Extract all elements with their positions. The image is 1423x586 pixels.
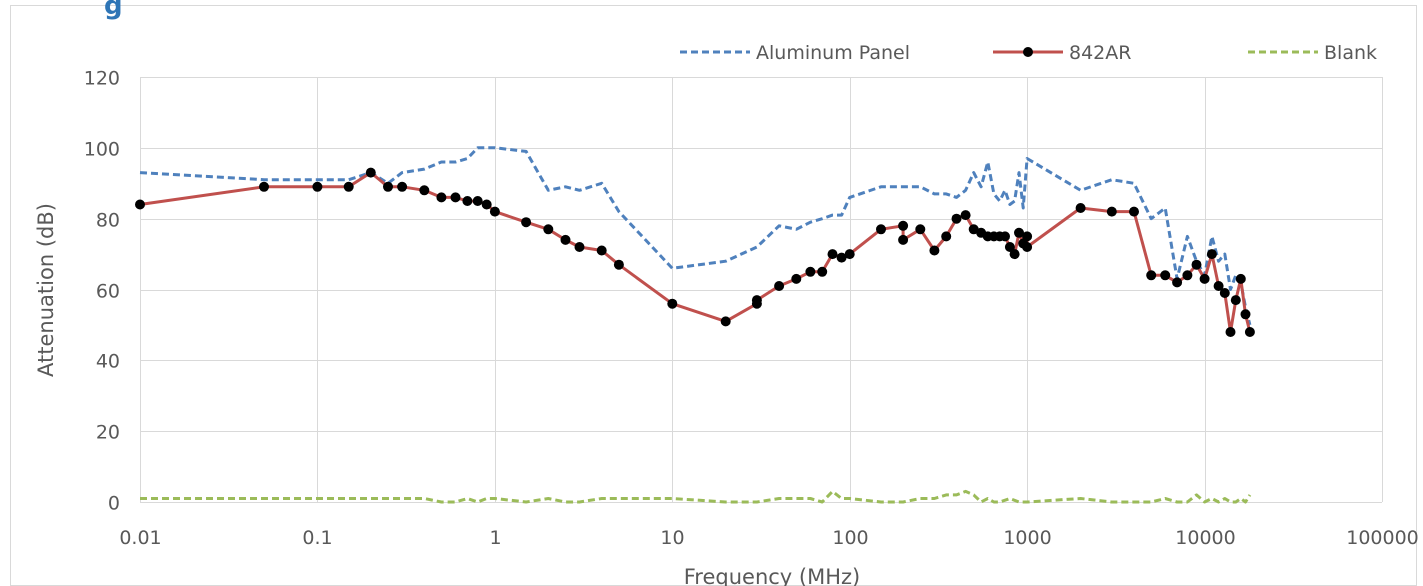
y-axis-title: Attenuation (dB) — [34, 203, 58, 377]
data-point-842ar — [1206, 249, 1217, 260]
data-point-842ar — [751, 295, 762, 306]
data-point-842ar — [574, 242, 585, 252]
data-point-842ar — [1199, 273, 1210, 284]
gridlines — [140, 77, 1383, 503]
data-point-842ar — [259, 181, 269, 192]
data-point-842ar — [1235, 273, 1246, 284]
data-point-842ar — [968, 224, 979, 235]
data-point-842ar — [774, 281, 785, 291]
y-tick-labels: 0 20 40 60 80 100 120 — [84, 68, 120, 515]
data-point-842ar — [436, 192, 447, 203]
data-point-842ar — [343, 181, 354, 192]
series-lines — [139, 146, 1252, 504]
data-point-842ar — [521, 217, 532, 228]
data-point-842ar — [419, 185, 430, 196]
data-point-842ar — [960, 210, 971, 221]
data-point-842ar — [135, 199, 145, 210]
data-point-842ar — [1129, 206, 1139, 217]
y-tick-label: 120 — [84, 68, 120, 90]
data-point-842ar — [1240, 309, 1251, 320]
data-point-842ar — [827, 249, 838, 260]
data-point-842ar — [1106, 206, 1117, 217]
data-point-842ar — [667, 298, 678, 309]
data-point-842ar — [596, 245, 607, 256]
data-point-842ar — [1146, 270, 1157, 281]
legend-label-blank: Blank — [1324, 42, 1377, 64]
x-axis-title: Frequency (MHz) — [684, 565, 860, 586]
data-point-842ar — [844, 249, 855, 260]
series-line-aluminum-panel — [139, 146, 1252, 326]
data-point-842ar — [1022, 242, 1033, 252]
data-point-842ar — [1230, 295, 1241, 306]
legend-label-aluminum-panel: Aluminum Panel — [756, 42, 910, 64]
data-point-842ar — [472, 196, 483, 206]
series-line-842ar — [139, 171, 1252, 334]
data-point-842ar — [951, 213, 962, 224]
y-tick-label: 40 — [96, 351, 120, 373]
x-tick-label: 10000 — [1175, 527, 1235, 549]
data-point-842ar — [1219, 288, 1230, 298]
y-tick-label: 60 — [96, 281, 120, 303]
data-point-842ar — [1191, 259, 1202, 270]
data-point-842ar — [876, 224, 886, 235]
data-point-842ar — [1075, 203, 1086, 213]
data-point-842ar — [489, 206, 500, 217]
y-tick-label: 20 — [96, 422, 120, 444]
x-tick-label: 10 — [660, 527, 684, 549]
x-tick-label: 100 — [832, 527, 868, 549]
data-point-842ar — [791, 273, 802, 284]
data-point-842ar — [1004, 242, 1015, 252]
data-point-842ar — [383, 181, 393, 192]
data-point-842ar — [397, 181, 408, 192]
y-tick-label: 0 — [108, 493, 120, 515]
x-tick-label: 100000 — [1346, 527, 1419, 549]
data-point-842ar — [312, 181, 323, 192]
legend-marker-842ar — [1023, 47, 1033, 57]
data-point-842ar — [898, 234, 909, 245]
data-point-842ar — [898, 220, 909, 231]
data-point-842ar — [1244, 327, 1255, 337]
data-point-842ar — [543, 224, 554, 235]
series-line-blank — [140, 489, 1252, 504]
x-tick-labels: 0.01 0.1 1 10 100 1000 10000 100000 — [119, 527, 1418, 549]
data-point-842ar — [481, 199, 492, 210]
x-tick-label: 0.01 — [119, 527, 161, 549]
data-point-842ar — [613, 259, 624, 270]
chart-title-fragment: g — [104, 0, 123, 21]
data-point-842ar — [365, 167, 376, 178]
data-point-842ar — [1182, 270, 1193, 281]
data-point-842ar — [1014, 227, 1024, 238]
data-point-842ar — [836, 252, 847, 263]
x-tick-label: 1 — [489, 527, 501, 549]
data-point-842ar — [560, 234, 571, 245]
y-tick-label: 100 — [84, 139, 120, 161]
data-point-842ar — [1009, 249, 1020, 260]
data-point-842ar — [915, 224, 926, 235]
legend: Aluminum Panel 842AR Blank — [680, 42, 1377, 64]
data-point-842ar — [1225, 327, 1236, 337]
data-point-842ar — [1160, 270, 1171, 281]
data-point-842ar — [1213, 281, 1224, 291]
data-point-842ar — [720, 316, 731, 327]
data-point-842ar — [1022, 231, 1033, 242]
data-point-842ar — [941, 231, 952, 242]
data-point-842ar — [1000, 231, 1010, 242]
data-point-842ar — [1172, 277, 1183, 288]
series-markers — [135, 167, 1255, 337]
data-point-842ar — [805, 266, 816, 277]
x-tick-label: 0.1 — [302, 527, 332, 549]
data-point-842ar — [450, 192, 461, 203]
data-point-842ar — [817, 266, 828, 277]
data-point-842ar — [929, 245, 940, 256]
x-tick-label: 1000 — [1003, 527, 1051, 549]
legend-label-842ar: 842AR — [1069, 42, 1131, 64]
y-tick-label: 80 — [96, 210, 120, 232]
data-point-842ar — [462, 196, 473, 206]
